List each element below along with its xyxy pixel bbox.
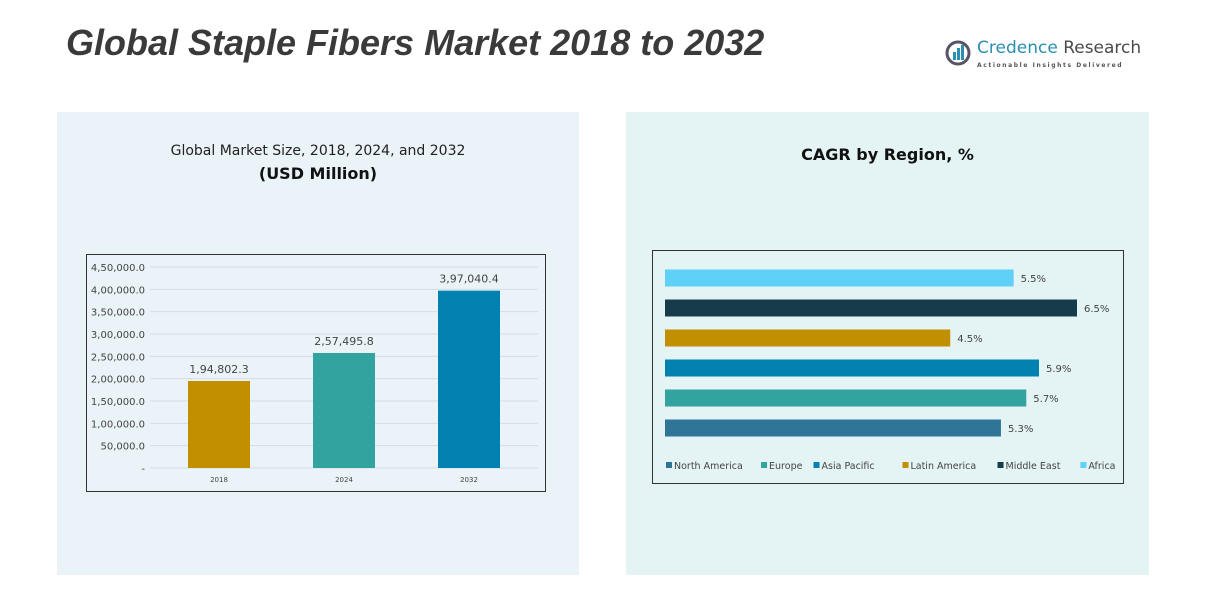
left-chart-title: Global Market Size, 2018, 2024, and 2032 — [170, 143, 466, 159]
bar-north-america — [665, 419, 1001, 437]
logo-name-b: Research — [1063, 38, 1142, 58]
y-tick-label: 3,50,000.0 — [91, 308, 145, 319]
legend-swatch — [813, 462, 820, 468]
bar-middle-east — [665, 299, 1077, 317]
logo-tagline: Actionable Insights Delivered — [977, 62, 1124, 69]
y-tick-label: 1,50,000.0 — [91, 397, 145, 408]
y-tick-label: 50,000.0 — [100, 442, 145, 453]
y-tick-label: - — [141, 464, 145, 475]
data-label: 5.7% — [1033, 394, 1058, 405]
logo-name-a: Credence — [977, 38, 1058, 58]
data-label: 5.9% — [1046, 364, 1071, 375]
legend-item: North America — [674, 461, 743, 472]
legend-item: Latin America — [910, 461, 976, 472]
y-tick-label: 4,50,000.0 — [91, 263, 145, 274]
data-label: 6.5% — [1084, 304, 1109, 315]
bar-2018 — [188, 380, 250, 468]
bar-asia-pacific — [665, 359, 1039, 377]
data-label: 1,94,802.3 — [189, 363, 248, 376]
legend-swatch — [997, 462, 1004, 468]
data-label: 5.3% — [1008, 424, 1033, 435]
legend-swatch — [1080, 462, 1087, 468]
legend-item: Asia Pacific — [822, 461, 875, 472]
legend-swatch — [666, 462, 672, 468]
y-tick-label: 2,00,000.0 — [91, 375, 145, 386]
legend-item: Africa — [1088, 461, 1115, 472]
legend-item: Middle East — [1006, 461, 1061, 472]
bar-europe — [665, 389, 1027, 407]
cagr-chart-frame — [652, 250, 1124, 484]
y-tick-label: 4,00,000.0 — [91, 285, 145, 296]
y-tick-label: 3,00,000.0 — [91, 330, 145, 341]
right-chart-title: CAGR by Region, % — [801, 145, 974, 164]
data-label: 4.5% — [957, 334, 982, 345]
legend-swatch — [761, 462, 768, 468]
y-tick-label: 2,50,000.0 — [91, 352, 145, 363]
x-tick-label: 2032 — [460, 476, 478, 484]
x-tick-label: 2018 — [210, 476, 228, 484]
logo: Credence Research Actionable Insights De… — [945, 38, 1145, 74]
y-tick-label: 1,00,000.0 — [91, 419, 145, 430]
legend-swatch — [902, 462, 909, 468]
logo-icon — [945, 40, 971, 66]
logo-name: Credence Research — [977, 38, 1141, 58]
bar-2032 — [438, 290, 500, 468]
page-title: Global Staple Fibers Market 2018 to 2032 — [66, 22, 765, 63]
bar-africa — [665, 269, 1014, 287]
bar-latin-america — [665, 329, 951, 347]
legend-item: Europe — [769, 461, 803, 472]
bar-2024 — [313, 352, 375, 468]
data-label: 5.5% — [1021, 274, 1046, 285]
market-size-chart-frame — [86, 254, 546, 492]
x-tick-label: 2024 — [335, 476, 353, 484]
data-label: 2,57,495.8 — [314, 335, 373, 348]
left-chart-subtitle: (USD Million) — [258, 164, 378, 183]
data-label: 3,97,040.4 — [439, 273, 498, 286]
